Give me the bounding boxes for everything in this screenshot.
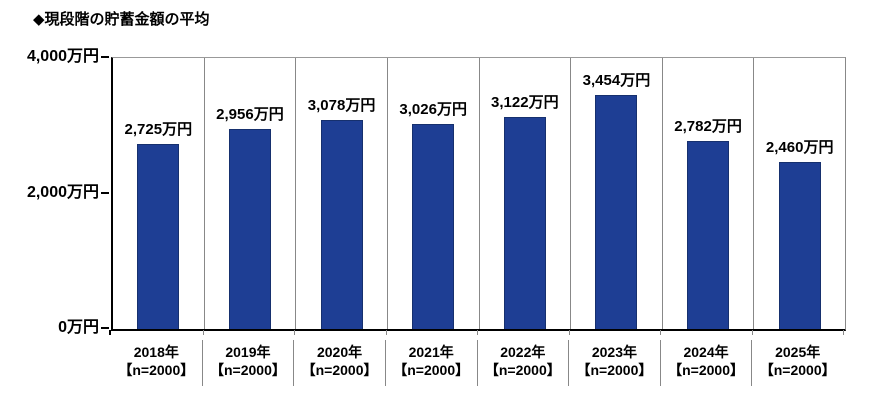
plot-area: 2,725万円 2,956万円 3,078万円 3,026万円 3,122万円 3,454… bbox=[111, 57, 846, 331]
x-label-year: 2025年 bbox=[775, 344, 821, 360]
y-tick-mark bbox=[101, 191, 109, 194]
column-separator-stub bbox=[751, 330, 753, 335]
chart-column: 2,782万円 bbox=[663, 58, 755, 329]
column-separator-stub bbox=[202, 330, 204, 335]
x-label-year: 2024年 bbox=[683, 344, 729, 360]
x-label-sample-size: 【n=2000】 bbox=[484, 362, 561, 378]
bar-value-label: 3,122万円 bbox=[491, 94, 559, 111]
right-border-stub bbox=[843, 330, 844, 335]
x-tick-label: 2024年【n=2000】 bbox=[661, 340, 753, 386]
x-label-sample-size: 【n=2000】 bbox=[668, 362, 744, 378]
x-label-sample-size: 【n=2000】 bbox=[393, 362, 470, 378]
x-tick-label: 2021年【n=2000】 bbox=[386, 340, 478, 386]
x-label-year: 2021年 bbox=[408, 344, 454, 360]
x-tick-label: 2018年【n=2000】 bbox=[111, 340, 203, 386]
y-tick-label: 4,000万円 bbox=[26, 48, 99, 65]
bar-2019年 bbox=[228, 129, 271, 329]
bar-2024年 bbox=[687, 141, 730, 329]
column-separator-stub bbox=[477, 330, 478, 335]
bar-2022年 bbox=[503, 117, 546, 329]
x-tick-label: 2022年【n=2000】 bbox=[478, 340, 570, 386]
bar-value-label: 2,460万円 bbox=[765, 139, 834, 156]
bar-value-label: 2,725万円 bbox=[124, 121, 193, 138]
chart-column: 3,122万円 bbox=[480, 58, 572, 329]
x-tick-label: 2020年【n=2000】 bbox=[294, 340, 386, 386]
x-label-sample-size: 【n=2000】 bbox=[759, 362, 836, 378]
chart-column: 2,460万円 bbox=[754, 58, 845, 329]
chart-column: 3,026万円 bbox=[388, 58, 480, 329]
bar-value-label: 2,956万円 bbox=[216, 106, 284, 123]
y-tick-mark bbox=[101, 327, 109, 329]
x-label-sample-size: 【n=2000】 bbox=[576, 362, 653, 378]
x-label-sample-size: 【n=2000】 bbox=[118, 362, 195, 378]
bar-value-label: 3,078万円 bbox=[307, 97, 376, 114]
chart-column: 3,078万円 bbox=[296, 58, 388, 329]
x-label-sample-size: 【n=2000】 bbox=[210, 362, 286, 378]
bar-2021年 bbox=[412, 124, 455, 329]
column-separator-stub bbox=[568, 330, 570, 335]
bar-value-label: 3,454万円 bbox=[582, 72, 651, 89]
bar-2018年 bbox=[137, 144, 180, 329]
bar-value-label: 3,026万円 bbox=[399, 101, 467, 118]
bar-2023年 bbox=[595, 95, 638, 329]
chart-column: 2,956万円 bbox=[205, 58, 297, 329]
column-separator-stub bbox=[385, 330, 387, 335]
chart-title: ◆現段階の貯蓄金額の平均 bbox=[33, 11, 210, 28]
y-tick-label: 2,000万円 bbox=[26, 183, 99, 201]
chart-column: 3,454万円 bbox=[571, 58, 663, 329]
x-axis-labels: 2018年 【n=2000】 2019年 【n=2000】 2020年 【n=2000】 2… bbox=[111, 340, 843, 386]
bar-2020年 bbox=[320, 120, 363, 329]
column-separator-stub bbox=[660, 330, 661, 335]
x-label-year: 2019年 bbox=[225, 344, 271, 360]
x-tick-label: 2019年【n=2000】 bbox=[203, 340, 295, 386]
y-axis-stub bbox=[109, 330, 111, 335]
x-label-year: 2022年 bbox=[500, 344, 546, 360]
chart-column: 2,725万円 bbox=[113, 58, 205, 329]
y-axis: 0万円 2,000万円 4,000万円 bbox=[0, 0, 101, 401]
bar-2025年 bbox=[778, 162, 821, 329]
x-label-year: 2020年 bbox=[316, 344, 363, 360]
y-tick-label: 0万円 bbox=[58, 319, 99, 336]
x-tick-label: 2023年【n=2000】 bbox=[569, 340, 661, 386]
bar-value-label: 2,782万円 bbox=[674, 118, 742, 135]
x-label-year: 2018年 bbox=[133, 344, 179, 360]
column-separator-stub bbox=[294, 330, 295, 335]
x-tick-label: 2025年【n=2000】 bbox=[752, 340, 843, 386]
y-tick-mark bbox=[101, 56, 109, 58]
x-label-year: 2023年 bbox=[591, 344, 638, 360]
x-label-sample-size: 【n=2000】 bbox=[301, 362, 378, 378]
